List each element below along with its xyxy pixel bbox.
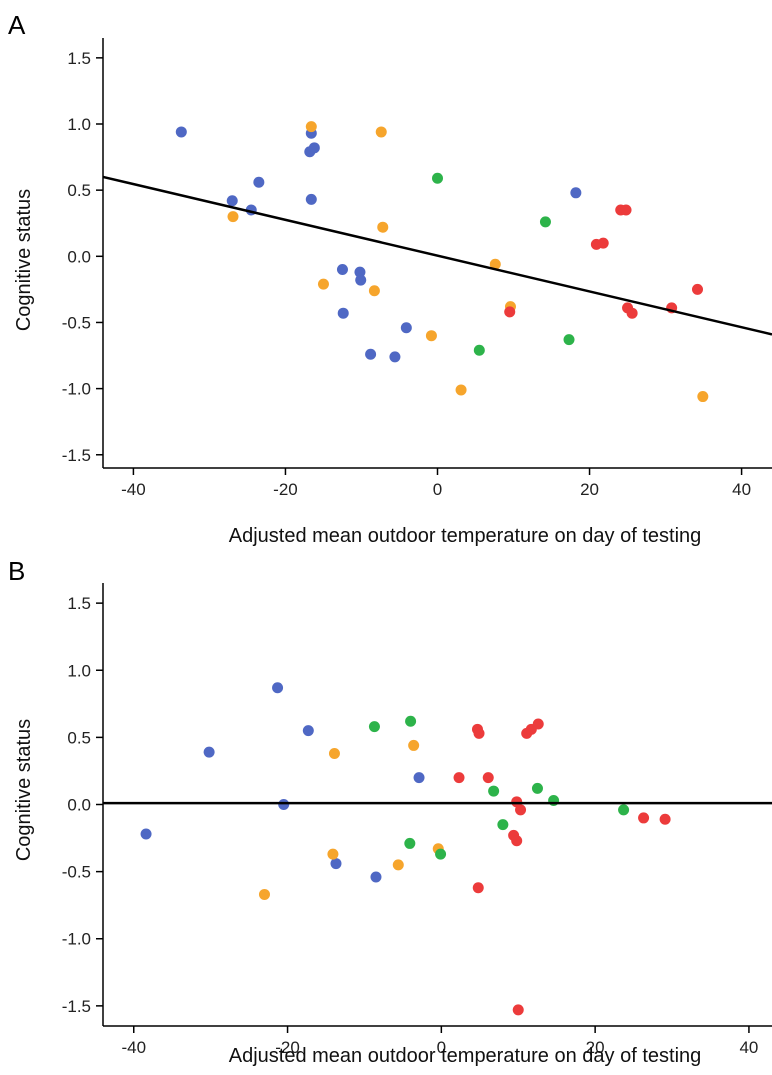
- panel-a-point-green: [539, 216, 551, 228]
- panel-b-point-orange: [392, 859, 404, 871]
- panel-a-point-blue: [365, 348, 377, 360]
- panel-b-x-tick-label: -20: [275, 1038, 300, 1057]
- panel-a-label: A: [8, 10, 26, 40]
- panel-b-y-tick-label: 0.5: [67, 728, 91, 747]
- panel-b-point-orange: [328, 747, 340, 759]
- panel-a-point-orange: [455, 384, 467, 396]
- panel-a-point-green: [563, 334, 575, 346]
- panel-a-x-axis-title: Adjusted mean outdoor temperature on day…: [229, 525, 702, 547]
- panel-a-point-orange: [377, 221, 389, 233]
- panel-b-point-blue: [302, 725, 314, 737]
- panel-a-y-tick-label: -0.5: [62, 313, 91, 332]
- panel-b-point-blue: [203, 746, 215, 758]
- panel-b-point-red: [512, 1004, 524, 1016]
- panel-b-y-tick-label: -1.0: [62, 930, 91, 949]
- panel-b-point-red: [659, 813, 671, 825]
- panel-b-point-orange: [408, 739, 420, 751]
- panel-b-x-tick-label: 40: [739, 1038, 758, 1057]
- panel-a-point-orange: [697, 391, 709, 403]
- panel-b-point-orange: [327, 848, 339, 860]
- panel-a-y-tick-label: 1.5: [67, 49, 91, 68]
- panel-a-point-red: [597, 237, 609, 249]
- panel-a-point-orange: [375, 126, 387, 138]
- panel-b-point-green: [488, 785, 500, 797]
- panel-a-point-blue: [226, 195, 238, 207]
- panel-b-point-green: [435, 848, 447, 860]
- panel-b-point-blue: [272, 682, 284, 694]
- panel-a-point-blue: [354, 266, 366, 278]
- panel-b-x-tick-label: -40: [121, 1038, 146, 1057]
- panel-b-point-red: [638, 812, 650, 824]
- panel-a-y-tick-label: 0.0: [67, 247, 91, 266]
- panel-b-label: B: [8, 556, 25, 586]
- panel-a-point-blue: [570, 187, 582, 199]
- panel-b-x-tick-label: 20: [586, 1038, 605, 1057]
- panel-b: B 1.5 1.0 0.5 0.0 -0.5 -1.0 -1.5 -40 -20 0 20 40 Ad…: [8, 556, 772, 1067]
- panel-a-point-orange: [317, 278, 329, 290]
- panel-a-point-blue: [355, 274, 367, 286]
- panel-a-point-green: [473, 344, 485, 356]
- panel-b-y-tick-label: 1.0: [67, 661, 91, 680]
- panel-a-point-blue: [400, 322, 412, 334]
- panel-b-plot-area: 1.5 1.0 0.5 0.0 -0.5 -1.0 -1.5 -40 -20 0 20 40: [62, 583, 772, 1057]
- panel-a-y-tick-label: 0.5: [67, 181, 91, 200]
- panel-a-point-blue: [337, 307, 349, 319]
- panel-a-y-tick-label: -1.5: [62, 446, 91, 465]
- panel-b-point-green: [618, 804, 630, 816]
- panel-b-point-blue: [413, 772, 425, 784]
- panel-a-point-orange: [425, 330, 437, 342]
- panel-b-point-green: [404, 837, 416, 849]
- panel-a-point-red: [504, 306, 516, 318]
- panel-a: A 1.5 1.0 0.5 0.0 -0.5 -1.0 -1.5 -40 -20 0 20 40 Ad…: [8, 10, 772, 547]
- panel-a-y-tick-label: 1.0: [67, 115, 91, 134]
- panel-a-point-orange: [489, 258, 501, 270]
- panel-b-point-red: [515, 804, 527, 816]
- panel-b-point-green: [405, 715, 417, 727]
- panel-b-point-orange: [258, 888, 270, 900]
- panel-b-y-tick-label: -1.5: [62, 997, 91, 1016]
- panel-a-point-orange: [368, 285, 380, 297]
- panel-a-y-axis-title: Cognitive status: [13, 189, 35, 331]
- panel-a-x-tick-label: -40: [121, 480, 146, 499]
- panel-b-y-tick-label: 1.5: [67, 594, 91, 613]
- panel-a-x-tick-label: 0: [433, 480, 442, 499]
- panel-a-y-tick-label: -1.0: [62, 380, 91, 399]
- panel-a-regression-line: [102, 175, 772, 336]
- panel-a-point-red: [620, 204, 632, 216]
- panel-a-x-tick-label: 20: [580, 480, 599, 499]
- panel-b-point-green: [497, 819, 509, 831]
- panel-a-point-orange: [305, 121, 317, 133]
- panel-b-point-red: [453, 772, 465, 784]
- panel-a-plot-area: 1.5 1.0 0.5 0.0 -0.5 -1.0 -1.5 -40 -20 0 20 40: [62, 38, 772, 499]
- panel-a-point-blue: [336, 264, 348, 276]
- panel-a-point-orange: [227, 211, 239, 223]
- panel-b-point-blue: [278, 799, 290, 810]
- panel-b-x-axis-title: Adjusted mean outdoor temperature on day…: [229, 1045, 702, 1067]
- panel-a-point-red: [691, 283, 703, 295]
- panel-b-point-blue: [140, 828, 152, 840]
- panel-a-point-blue: [389, 351, 401, 363]
- panel-a-point-green: [432, 172, 443, 184]
- panel-a-point-blue: [305, 193, 317, 205]
- panel-b-point-red: [473, 727, 485, 739]
- panel-b-point-green: [368, 721, 380, 733]
- panel-a-point-blue: [253, 176, 265, 188]
- panel-b-point-red: [472, 882, 484, 894]
- panel-b-y-tick-label: -0.5: [62, 863, 91, 882]
- panel-a-x-tick-label: -20: [273, 480, 298, 499]
- panel-b-point-blue: [330, 858, 342, 870]
- panel-b-point-red: [532, 718, 544, 730]
- panel-b-y-axis-title: Cognitive status: [13, 719, 35, 861]
- panel-a-point-blue: [308, 142, 320, 154]
- panel-b-point-red: [482, 772, 494, 784]
- panel-b-point-green: [531, 782, 543, 794]
- panel-b-y-tick-label: 0.0: [67, 796, 91, 815]
- panel-a-point-red: [626, 307, 638, 319]
- panel-b-point-red: [511, 835, 523, 847]
- panel-b-x-tick-label: 0: [437, 1038, 446, 1057]
- panel-b-point-blue: [370, 871, 382, 883]
- panel-a-x-tick-label: 40: [732, 480, 751, 499]
- panel-a-point-blue: [175, 126, 187, 138]
